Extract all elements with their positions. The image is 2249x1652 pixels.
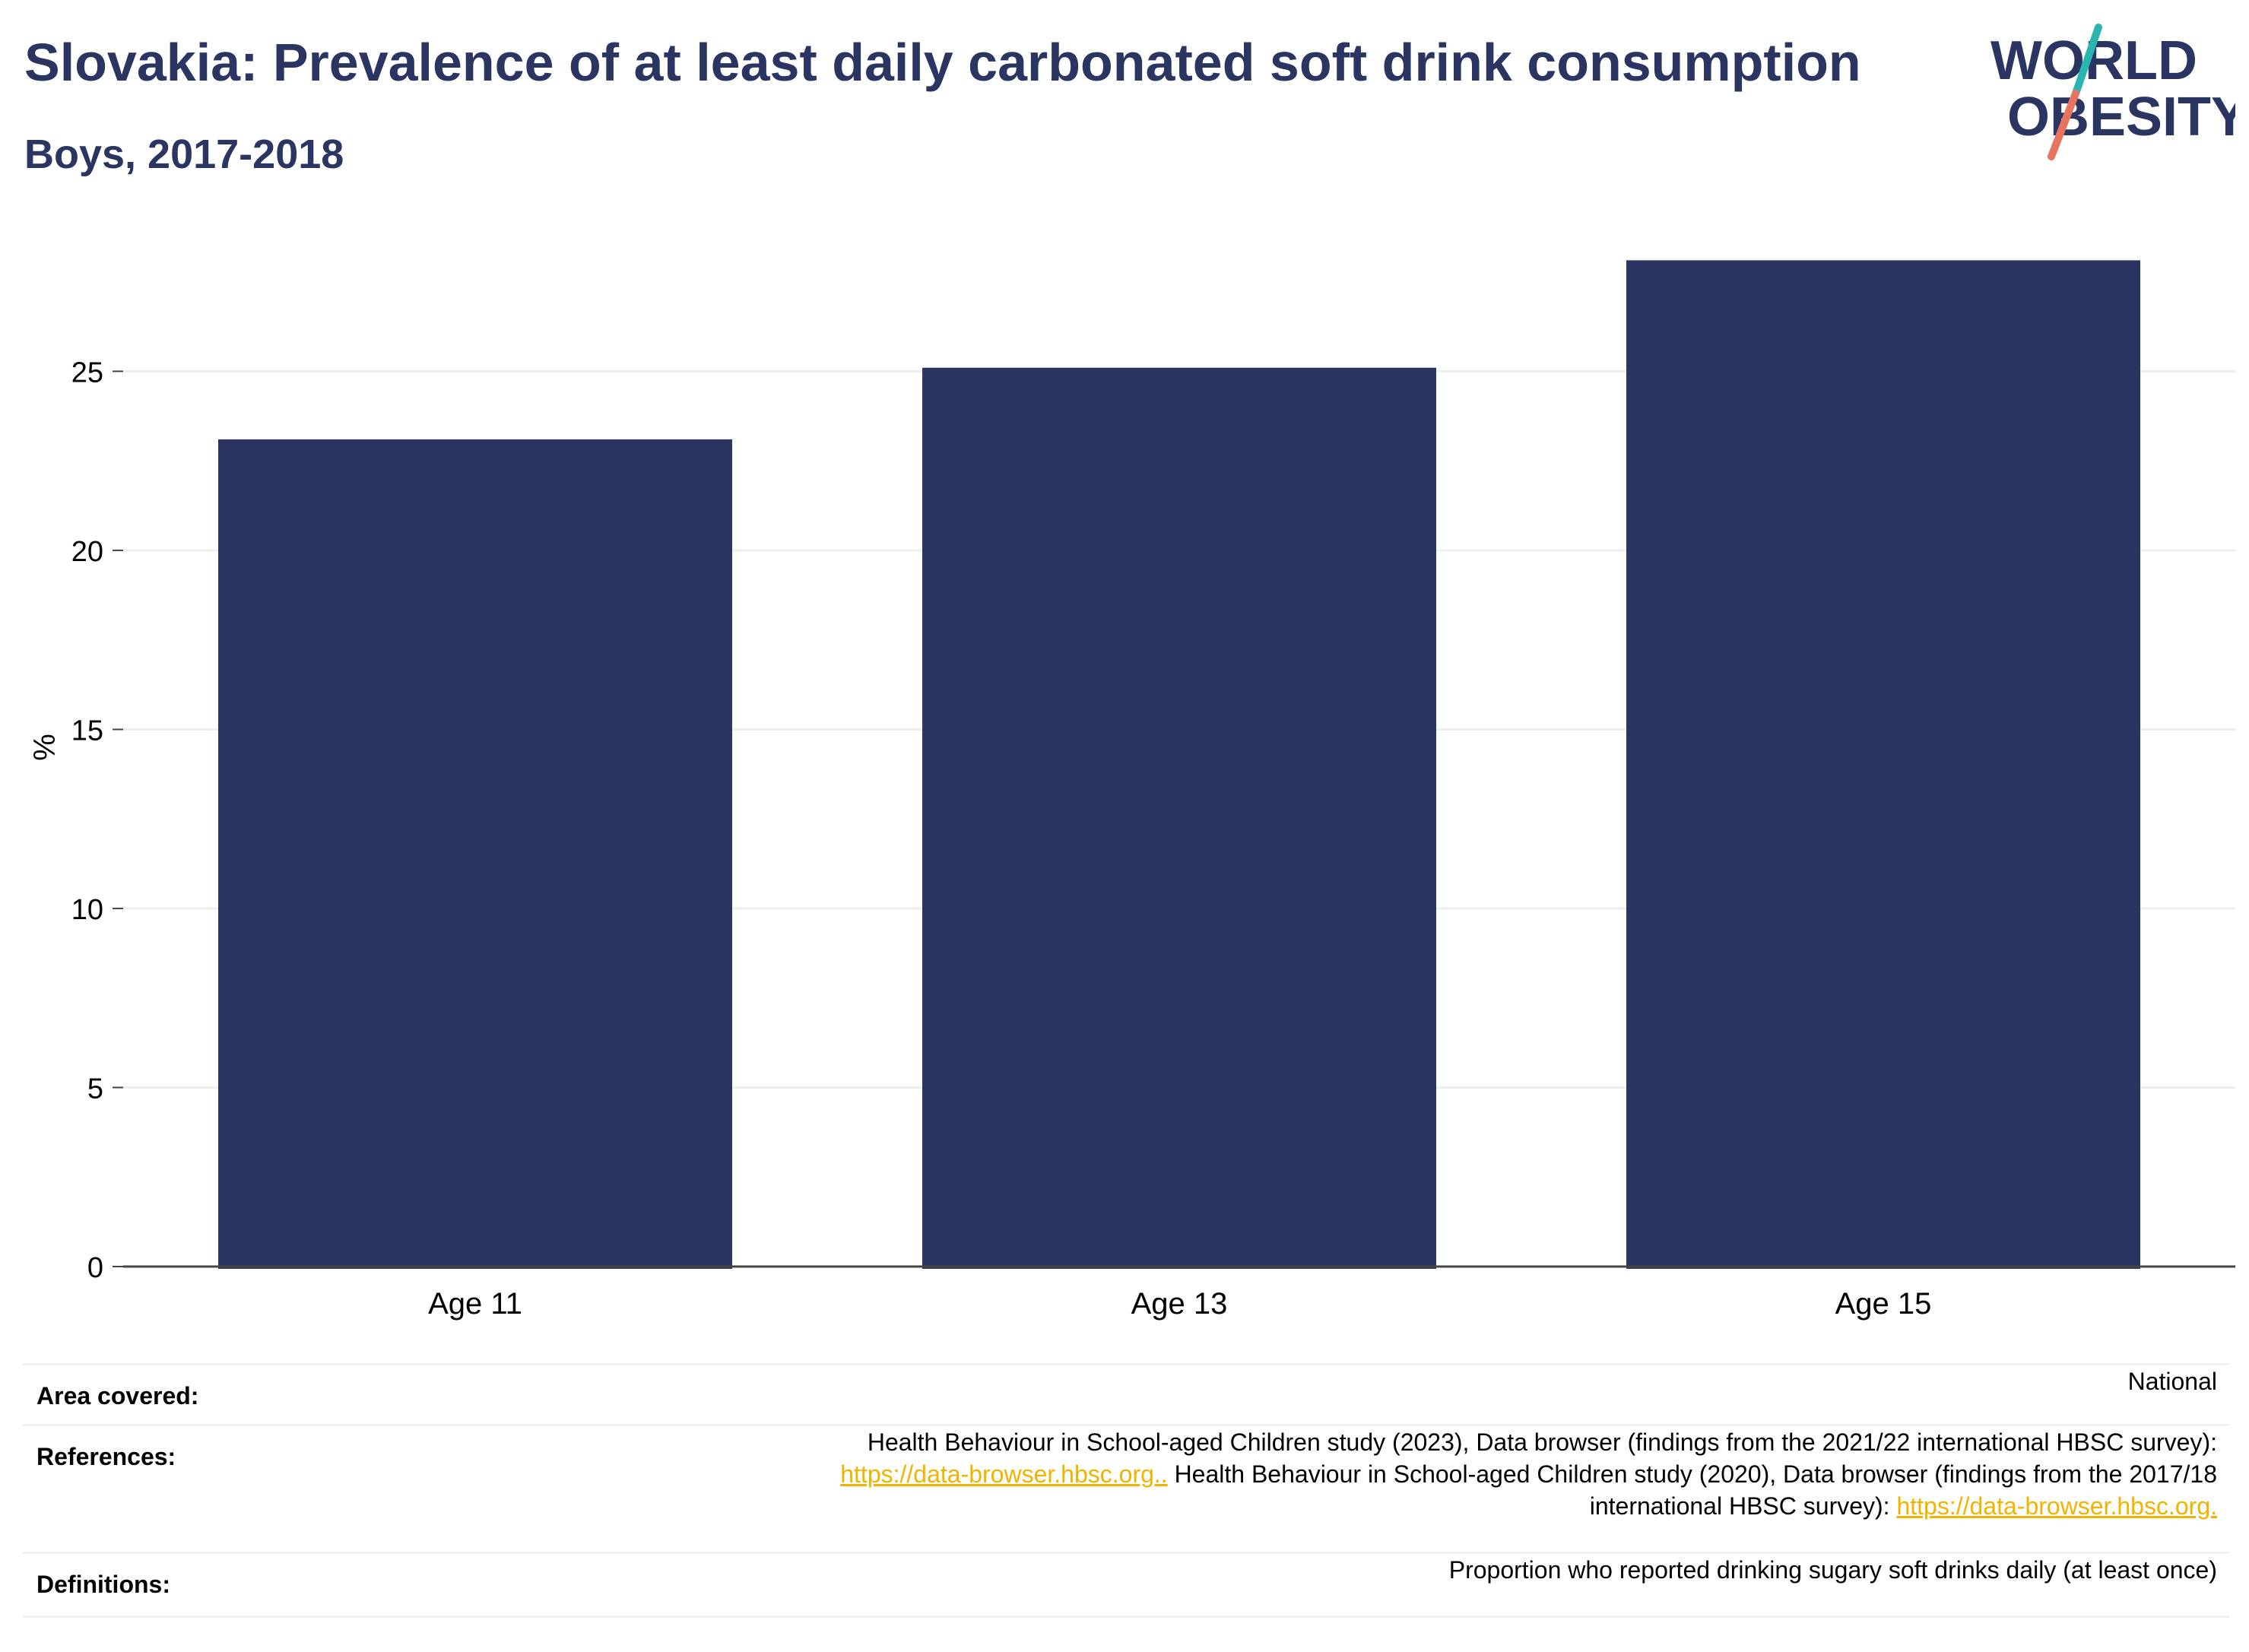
reference-text-3: international HBSC survey): <box>1589 1492 1897 1520</box>
y-tick-label-25: 25 <box>71 357 103 388</box>
y-tick-label-10: 10 <box>71 894 103 926</box>
info-table: Area covered: National References: Healt… <box>23 1363 2229 1618</box>
references-row: References: Health Behaviour in School-a… <box>23 1424 2229 1554</box>
x-tick-label-age-15: Age 15 <box>1835 1287 1932 1321</box>
references-value: Health Behaviour in School-aged Children… <box>403 1424 2229 1554</box>
bar-chart: 0 5 10 15 20 25 Age 11 Age 13 Age 15 % <box>28 260 2235 1321</box>
reference-text-2: Health Behaviour in School-aged Children… <box>1167 1460 2217 1488</box>
references-label: References: <box>23 1424 403 1554</box>
bar-age-15 <box>1626 260 2140 1270</box>
chart-title: Slovakia: Prevalence of at least daily c… <box>24 33 1861 92</box>
area-covered-value: National <box>403 1363 2229 1426</box>
definitions-row: Definitions: Proportion who reported dri… <box>23 1552 2229 1618</box>
bar-age-11 <box>218 439 732 1269</box>
definitions-label: Definitions: <box>23 1552 403 1618</box>
y-tick-label-20: 20 <box>71 536 103 568</box>
y-tick-label-0: 0 <box>87 1252 103 1284</box>
reference-text-1: Health Behaviour in School-aged Children… <box>867 1428 2217 1456</box>
x-tick-label-age-13: Age 13 <box>1131 1287 1228 1321</box>
reference-link-1[interactable]: https://data-browser.hbsc.org.. <box>840 1460 1168 1488</box>
bars <box>218 260 2140 1270</box>
y-tick-label-5: 5 <box>87 1073 103 1105</box>
logo-slash-top <box>2072 24 2102 97</box>
x-tick-label-age-11: Age 11 <box>428 1287 522 1321</box>
area-covered-row: Area covered: National <box>23 1363 2229 1426</box>
logo-slash-bottom <box>2048 90 2079 160</box>
y-axis-label: % <box>28 734 62 761</box>
world-obesity-logo: WORLD OBESITY <box>1990 24 2235 160</box>
logo-word-obesity: OBESITY <box>2007 87 2235 147</box>
chart-subtitle: Boys, 2017-2018 <box>24 132 344 177</box>
reference-link-2[interactable]: https://data-browser.hbsc.org. <box>1896 1492 2217 1520</box>
area-covered-label: Area covered: <box>23 1363 403 1426</box>
y-tick-label-15: 15 <box>71 715 103 747</box>
axes: 0 5 10 15 20 25 Age 11 Age 13 Age 15 <box>71 357 2235 1321</box>
bar-age-13 <box>922 367 1436 1269</box>
definitions-value: Proportion who reported drinking sugary … <box>403 1552 2229 1618</box>
